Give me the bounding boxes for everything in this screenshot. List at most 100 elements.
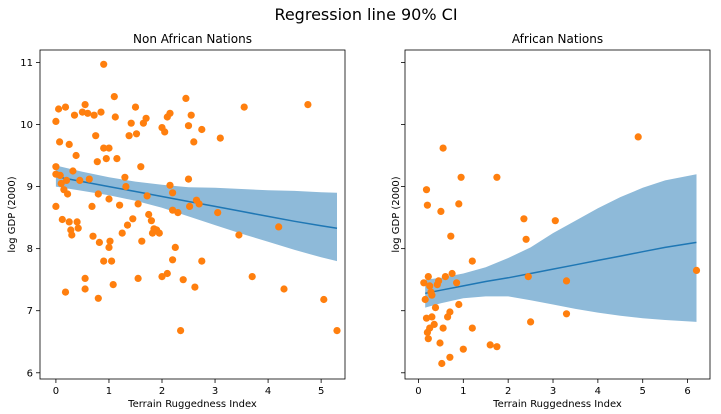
data-point (92, 132, 100, 140)
data-point (182, 94, 190, 102)
data-point (333, 327, 341, 335)
regression-line (425, 241, 697, 295)
data-point (105, 243, 113, 251)
data-point (56, 138, 64, 146)
data-point (634, 133, 642, 141)
data-point (108, 257, 116, 265)
y-tick-label: 6 (27, 368, 33, 379)
y-axis-label: log GDP (2000) (7, 176, 18, 252)
x-axis-label: Terrain Ruggedness Index (127, 399, 257, 410)
x-tick-label: 5 (318, 386, 324, 397)
data-point (76, 176, 84, 184)
confidence-band (55, 165, 338, 262)
x-tick-label: 3 (212, 386, 218, 397)
data-point (106, 237, 114, 245)
data-point (100, 60, 108, 68)
x-tick-label: 0 (415, 386, 421, 397)
data-point (143, 192, 151, 200)
data-point (158, 273, 166, 281)
data-point (127, 119, 135, 127)
data-point (61, 288, 70, 296)
data-point (161, 128, 169, 136)
x-tick-label: 2 (159, 386, 165, 397)
data-point (524, 273, 532, 281)
y-axis-label: log GDP (2000) (391, 176, 402, 252)
confidence-band (425, 174, 697, 322)
x-tick-label: 1 (106, 386, 112, 397)
data-point (457, 173, 465, 181)
data-point (142, 114, 150, 122)
data-point (304, 101, 312, 109)
data-point (57, 179, 65, 188)
data-point (190, 138, 198, 146)
data-point (81, 274, 89, 282)
data-point (446, 353, 454, 361)
data-point (110, 93, 118, 101)
data-point (447, 232, 455, 240)
data-point (248, 273, 256, 281)
data-point (422, 186, 431, 194)
data-point (198, 125, 206, 134)
data-point (446, 308, 454, 316)
data-point (235, 231, 243, 239)
data-point (468, 257, 476, 265)
subplot-2: African Nations 0 1 2 3 4 5 6 Terrain Ruggedness… (391, 32, 711, 410)
x-tick-label: 1 (460, 386, 466, 397)
data-point (56, 171, 64, 179)
data-point (65, 218, 73, 226)
data-point (468, 324, 476, 332)
x-tick-label: 3 (550, 386, 556, 397)
data-point (90, 111, 98, 119)
data-point (169, 189, 177, 197)
data-point (137, 163, 145, 171)
data-point (134, 200, 142, 208)
data-point (163, 269, 171, 278)
x-axis-label: Terrain Ruggedness Index (492, 399, 622, 410)
data-point (430, 320, 438, 328)
data-point (424, 335, 432, 343)
data-point (85, 175, 93, 183)
data-point (132, 130, 141, 138)
data-point (89, 232, 97, 240)
subplot-1: Non African Nations 0 1 2 3 4 5 6 7 8 9 10 11 Terrain… (7, 32, 346, 410)
x-tick-label: 6 (684, 386, 690, 397)
data-point (81, 285, 89, 293)
data-point (94, 294, 102, 302)
data-point (455, 200, 463, 208)
data-point (214, 209, 222, 217)
data-point (88, 202, 96, 210)
data-point (138, 237, 146, 245)
data-point (441, 273, 449, 281)
y-tick-label: 11 (20, 58, 33, 69)
data-point (522, 235, 530, 243)
data-point (105, 144, 113, 152)
data-point (191, 283, 199, 291)
data-point (692, 266, 701, 274)
data-point (52, 163, 60, 171)
subplot-title: Non African Nations (133, 32, 252, 46)
data-point (424, 273, 432, 281)
data-point (184, 175, 193, 183)
data-point (147, 217, 155, 225)
data-point (93, 158, 101, 166)
x-tick-label: 4 (265, 386, 271, 397)
data-point (435, 277, 443, 285)
data-point (125, 132, 133, 140)
data-point (111, 113, 119, 121)
data-point (187, 111, 195, 119)
data-point (73, 218, 81, 226)
data-point (123, 221, 132, 229)
y-tick-label: 8 (27, 244, 33, 255)
data-point (166, 109, 174, 117)
data-point (421, 295, 429, 304)
data-point (493, 173, 501, 181)
axes-frame (39, 49, 346, 380)
y-tick-label: 7 (27, 306, 33, 317)
data-point (520, 215, 528, 223)
data-point (486, 341, 494, 349)
data-point (55, 105, 63, 113)
data-point (186, 202, 194, 210)
data-point (195, 200, 203, 208)
data-point (61, 103, 70, 111)
